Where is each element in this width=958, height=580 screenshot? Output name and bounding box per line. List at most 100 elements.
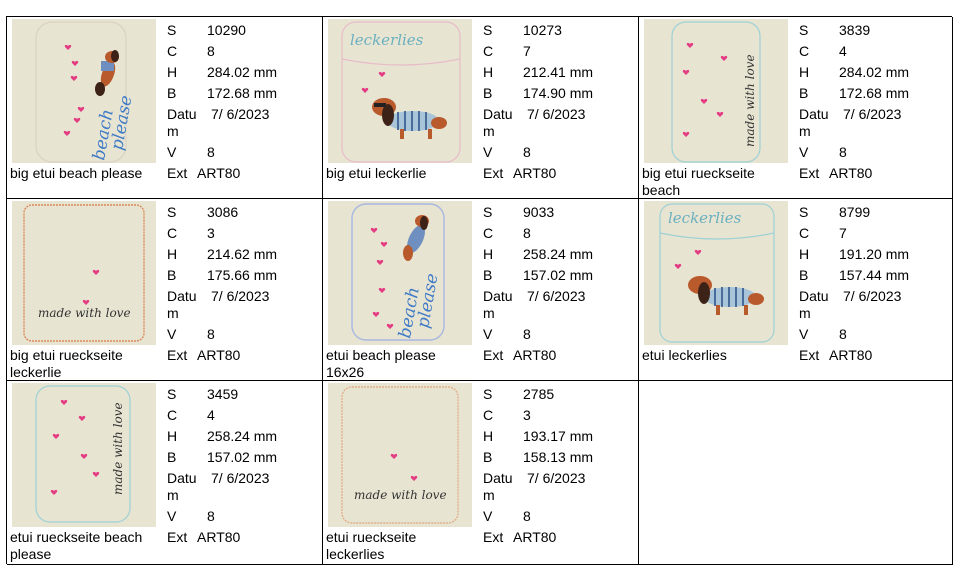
date-label: Datu m: [167, 288, 197, 321]
design-cell: made with love etui rueckseite beach ple…: [7, 381, 323, 565]
design-stats: S 2785 C 3 H 193.17 mm B 158.13 mm Datu m 7/ …: [483, 384, 633, 548]
version-label: V: [167, 326, 177, 342]
height-label: H: [799, 246, 810, 262]
empty-cell: [639, 381, 953, 565]
height-label: H: [167, 428, 178, 444]
embroidery-preview-image: leckerlies: [328, 19, 472, 163]
extension-label: Ext: [483, 347, 504, 363]
version-label: V: [483, 144, 493, 160]
colors-label: C: [167, 407, 178, 423]
design-name: big etui rueckseite beach: [642, 165, 755, 198]
version-value: 8: [207, 144, 215, 160]
extension-label: Ext: [799, 347, 820, 363]
design-thumbnail[interactable]: beach please: [12, 19, 156, 163]
width-value: 157.02 mm: [523, 267, 594, 283]
image-lettering-leckerlies: leckerlies: [668, 209, 742, 227]
design-name: etui rueckseite leckerlies: [326, 529, 417, 562]
date-value: 7/ 6/2023: [211, 288, 270, 304]
color-count: 8: [523, 225, 531, 241]
colors-label: C: [483, 407, 494, 423]
date-label: Datu m: [799, 106, 829, 139]
embroidery-preview-image: leckerlies: [644, 201, 788, 345]
stitch-count: 8799: [839, 204, 871, 220]
version-value: 8: [207, 508, 215, 524]
stitch-count: 3839: [839, 22, 871, 38]
width-label: B: [167, 449, 177, 465]
stitches-label: S: [483, 386, 493, 402]
width-value: 172.68 mm: [207, 85, 278, 101]
extension-value: ART80: [513, 165, 557, 181]
image-lettering-made-with-love: made with love: [743, 54, 757, 147]
height-label: H: [167, 64, 178, 80]
date-label: Datu m: [799, 288, 829, 321]
design-stats: S 3459 C 4 H 258.24 mm B 157.02 mm Datu m 7/ …: [167, 384, 317, 548]
color-count: 7: [839, 225, 847, 241]
stitch-count: 3459: [207, 386, 239, 402]
embroidery-preview-image: made with love: [328, 383, 472, 527]
design-thumbnail[interactable]: made with love: [328, 383, 472, 527]
design-cell: made with love big etui rueckseite beach…: [639, 17, 953, 199]
version-value: 8: [523, 326, 531, 342]
height-value: 258.24 mm: [207, 428, 278, 444]
design-cell: leckerlies etui leckerlies: [639, 199, 953, 381]
design-thumbnail[interactable]: made with love: [12, 201, 156, 345]
date-value: 7/ 6/2023: [527, 288, 586, 304]
design-name: big etui leckerlie: [326, 165, 427, 181]
stitch-count: 2785: [523, 386, 555, 402]
design-thumbnail[interactable]: leckerlies: [644, 201, 788, 345]
design-thumbnail[interactable]: made with love: [12, 383, 156, 527]
version-label: V: [167, 508, 177, 524]
extension-label: Ext: [483, 529, 504, 545]
extension-value: ART80: [513, 529, 557, 545]
stitches-label: S: [799, 204, 809, 220]
width-label: B: [167, 85, 177, 101]
stitches-label: S: [167, 22, 177, 38]
design-thumbnail[interactable]: beach please: [328, 201, 472, 345]
design-cell: made with love big etui rueckseite lecke…: [7, 199, 323, 381]
width-label: B: [167, 267, 177, 283]
height-value: 214.62 mm: [207, 246, 278, 262]
width-value: 175.66 mm: [207, 267, 278, 283]
design-cell: beach please big etui beach please S 1029…: [7, 17, 323, 199]
color-count: 3: [207, 225, 215, 241]
design-stats: S 3839 C 4 H 284.02 mm B 172.68 mm Datu m 7/ …: [799, 20, 949, 184]
date-label: Datu m: [483, 288, 513, 321]
color-count: 4: [839, 43, 847, 59]
design-stats: S 3086 C 3 H 214.62 mm B 175.66 mm Datu m 7/ …: [167, 202, 317, 366]
date-label: Datu m: [483, 106, 513, 139]
height-value: 284.02 mm: [207, 64, 278, 80]
extension-value: ART80: [197, 529, 241, 545]
height-label: H: [483, 246, 494, 262]
image-lettering-made-with-love: made with love: [354, 488, 447, 502]
extension-label: Ext: [799, 165, 820, 181]
colors-label: C: [167, 43, 178, 59]
version-label: V: [799, 144, 809, 160]
date-value: 7/ 6/2023: [527, 470, 586, 486]
version-value: 8: [839, 326, 847, 342]
design-thumbnail[interactable]: leckerlies: [328, 19, 472, 163]
width-label: B: [799, 267, 809, 283]
width-label: B: [483, 449, 493, 465]
stitches-label: S: [167, 386, 177, 402]
height-value: 193.17 mm: [523, 428, 594, 444]
colors-label: C: [483, 225, 494, 241]
embroidery-preview-image: made with love: [644, 19, 788, 163]
colors-label: C: [799, 225, 810, 241]
version-value: 8: [523, 508, 531, 524]
stitch-count: 9033: [523, 204, 555, 220]
extension-value: ART80: [197, 165, 241, 181]
stitch-count: 10273: [523, 22, 562, 38]
color-count: 4: [207, 407, 215, 423]
stitches-label: S: [799, 22, 809, 38]
color-count: 8: [207, 43, 215, 59]
extension-label: Ext: [167, 347, 188, 363]
stitches-label: S: [483, 204, 493, 220]
date-value: 7/ 6/2023: [527, 106, 586, 122]
design-thumbnail[interactable]: made with love: [644, 19, 788, 163]
extension-value: ART80: [513, 347, 557, 363]
embroidery-preview-image: beach please: [328, 201, 472, 345]
design-cell: beach please etui beach please 16x26 S 90…: [323, 199, 639, 381]
height-value: 212.41 mm: [523, 64, 594, 80]
date-value: 7/ 6/2023: [211, 470, 270, 486]
version-label: V: [483, 508, 493, 524]
